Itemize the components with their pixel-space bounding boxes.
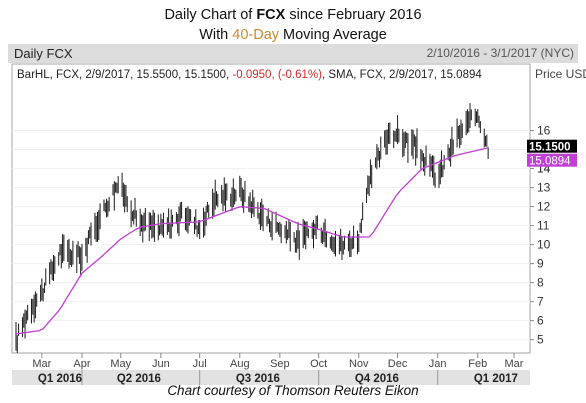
legend-bar: BarHL, FCX, 2/9/2017, 15.5500, 15.1500, … (17, 69, 482, 81)
sma-value-tag: 15.0894 (527, 153, 577, 168)
y-tick-label: 11 (537, 219, 550, 233)
price-bars (15, 103, 489, 353)
y-axis-title: Price USD (535, 67, 586, 81)
x-month-label: Mar (32, 358, 51, 370)
legend-change: -0.0950, (-0.61%) (232, 69, 322, 81)
last-price-tag: 15.1500 (527, 139, 577, 154)
last-price-tag-text: 15.1500 (529, 142, 571, 154)
x-month-label: Apr (73, 358, 90, 370)
y-tick-label: 6 (537, 314, 544, 328)
y-tick-label: 8 (537, 276, 544, 290)
x-month-label: Jan (429, 358, 447, 370)
x-quarter-label: Q4 2016 (355, 373, 399, 385)
y-tick-label: 7 (537, 295, 544, 309)
x-month-label: Jul (193, 358, 207, 370)
x-quarter-label: Q2 2016 (117, 373, 161, 385)
plot-area (11, 63, 531, 354)
y-tick-label: 5 (537, 333, 544, 347)
x-month-label: Dec (388, 358, 408, 370)
x-quarter-label: Q1 2017 (474, 373, 518, 385)
title-line-2: With 40-Day Moving Average (199, 27, 387, 43)
gridlines (12, 130, 530, 341)
x-month-label: Sep (270, 358, 290, 370)
title-line-1: Daily Chart of FCX since February 2016 (164, 7, 422, 23)
x-month-label: Aug (230, 358, 250, 370)
quarter-band (12, 370, 530, 385)
x-month-label: May (110, 358, 131, 370)
x-month-label: Oct (310, 358, 327, 370)
sma-line (15, 147, 489, 335)
title-ticker: FCX (256, 7, 286, 23)
date-range: 2/10/2016 - 3/1/2017 (NYC) (426, 46, 574, 60)
title-ma-period: 40-Day (232, 27, 280, 43)
x-quarter-label: Q3 2016 (236, 373, 280, 385)
chart-credit: Chart courtesy of Thomson Reuters Eikon (167, 383, 419, 398)
y-tick-label: 9 (537, 257, 544, 271)
chart-title: Daily Chart of FCX since February 2016 W… (0, 5, 586, 45)
x-month-label: Jun (152, 358, 170, 370)
y-tick-label: 13 (537, 181, 551, 195)
y-tick-label: 12 (537, 200, 551, 214)
y-tick-label: 16 (537, 124, 551, 138)
x-month-label: Feb (468, 358, 487, 370)
sma-value-tag-bg (527, 153, 577, 167)
chart-name: Daily FCX (14, 46, 73, 61)
y-tick-label: 10 (537, 238, 551, 252)
x-quarter-label: Q1 2016 (38, 373, 82, 385)
x-month-label: Nov (349, 358, 369, 370)
x-axis: Mar Apr May Jun Jul Aug Sep Oct Nov Dec Jan Feb Mar Q… (12, 353, 530, 385)
x-month-label: Mar (505, 358, 524, 370)
last-price-tag-bg (527, 139, 577, 153)
sma-value-tag-text: 15.0894 (529, 156, 571, 168)
chart-panel-header: Daily FCX 2/10/2016 - 3/1/2017 (NYC) (8, 44, 578, 63)
